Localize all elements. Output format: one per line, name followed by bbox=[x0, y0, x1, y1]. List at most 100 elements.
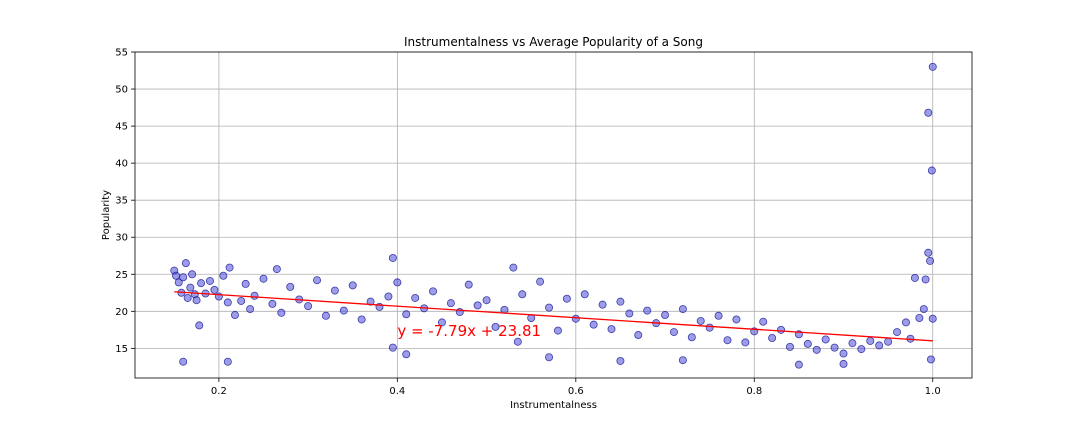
data-point bbox=[464, 280, 473, 289]
data-point bbox=[250, 291, 259, 300]
data-point bbox=[616, 356, 625, 365]
regression-equation: y = -7.79x + 23.81 bbox=[397, 322, 541, 340]
data-point bbox=[402, 310, 411, 319]
data-point bbox=[179, 273, 188, 282]
data-point bbox=[741, 338, 750, 347]
data-point bbox=[446, 299, 455, 308]
data-point bbox=[803, 339, 812, 348]
data-point bbox=[926, 256, 935, 265]
y-tick-label: 55 bbox=[115, 48, 128, 59]
data-point bbox=[875, 341, 884, 350]
data-point bbox=[513, 337, 522, 346]
data-point bbox=[518, 290, 527, 299]
data-point bbox=[580, 290, 589, 299]
data-point bbox=[230, 311, 239, 320]
data-point bbox=[223, 357, 232, 366]
y-tick-label: 50 bbox=[115, 85, 128, 96]
data-point bbox=[839, 349, 848, 358]
data-point bbox=[857, 345, 866, 354]
data-point bbox=[545, 353, 554, 362]
data-point bbox=[272, 265, 281, 274]
data-point bbox=[723, 336, 732, 345]
y-tick-label: 25 bbox=[115, 270, 128, 281]
data-point bbox=[921, 275, 930, 284]
data-point bbox=[225, 263, 234, 272]
data-point bbox=[491, 322, 500, 331]
data-point bbox=[924, 108, 933, 117]
data-point bbox=[926, 355, 935, 364]
data-point bbox=[607, 325, 616, 334]
data-point bbox=[473, 301, 482, 310]
data-point bbox=[812, 345, 821, 354]
data-point bbox=[759, 317, 768, 326]
data-point bbox=[181, 259, 190, 268]
data-point bbox=[246, 305, 255, 314]
y-axis-title: Popularity bbox=[101, 190, 112, 240]
data-point bbox=[571, 314, 580, 323]
y-tick-label: 45 bbox=[115, 122, 128, 133]
x-tick-label: 0.4 bbox=[389, 386, 405, 397]
data-point bbox=[241, 279, 250, 288]
data-point bbox=[866, 336, 875, 345]
y-tick-label: 15 bbox=[115, 344, 128, 355]
y-tick-label: 30 bbox=[115, 233, 128, 244]
data-point bbox=[188, 270, 197, 279]
data-point bbox=[928, 314, 937, 323]
data-point bbox=[687, 333, 696, 342]
data-point bbox=[910, 273, 919, 282]
data-point bbox=[357, 315, 366, 324]
data-point bbox=[482, 296, 491, 305]
y-tick-label: 20 bbox=[115, 307, 128, 318]
data-point bbox=[321, 311, 330, 320]
data-point bbox=[210, 285, 219, 294]
data-point bbox=[223, 298, 232, 307]
data-point bbox=[174, 278, 183, 287]
trend-line bbox=[174, 291, 933, 342]
data-point bbox=[678, 305, 687, 314]
data-point bbox=[705, 323, 714, 332]
data-point bbox=[669, 328, 678, 337]
data-point bbox=[777, 325, 786, 334]
data-point bbox=[794, 360, 803, 369]
data-point bbox=[330, 286, 339, 295]
data-point bbox=[237, 296, 246, 305]
data-point bbox=[785, 342, 794, 351]
data-point bbox=[634, 331, 643, 340]
data-point bbox=[393, 278, 402, 287]
data-point bbox=[839, 359, 848, 368]
data-point bbox=[437, 318, 446, 327]
data-point bbox=[509, 263, 518, 272]
y-tick-label: 35 bbox=[115, 196, 128, 207]
trend-line-layer bbox=[174, 291, 933, 342]
data-point bbox=[545, 303, 554, 312]
data-point bbox=[172, 271, 181, 280]
data-point bbox=[848, 339, 857, 348]
data-point bbox=[821, 335, 830, 344]
data-point bbox=[348, 281, 357, 290]
axis-ticks: 0.2 0.4 0.6 0.8 1.0 15 20 25 30 35 40 45 50 55 bbox=[115, 48, 940, 398]
data-point bbox=[768, 333, 777, 342]
data-point bbox=[388, 343, 397, 352]
data-point bbox=[927, 166, 936, 175]
data-point bbox=[195, 321, 204, 330]
data-points bbox=[170, 62, 937, 369]
data-point bbox=[928, 62, 937, 71]
data-point bbox=[884, 337, 893, 346]
data-point bbox=[714, 311, 723, 320]
data-point bbox=[830, 343, 839, 352]
data-point bbox=[179, 357, 188, 366]
x-tick-label: 0.6 bbox=[568, 386, 584, 397]
data-point bbox=[553, 326, 562, 335]
x-tick-label: 1.0 bbox=[925, 386, 941, 397]
data-point bbox=[388, 253, 397, 262]
data-point bbox=[183, 293, 192, 302]
data-point bbox=[339, 306, 348, 315]
data-point bbox=[197, 279, 206, 288]
data-point bbox=[678, 356, 687, 365]
data-point bbox=[598, 300, 607, 309]
data-point bbox=[732, 315, 741, 324]
data-point bbox=[643, 306, 652, 315]
data-point bbox=[219, 271, 228, 280]
grid bbox=[135, 51, 972, 378]
data-point bbox=[366, 297, 375, 306]
